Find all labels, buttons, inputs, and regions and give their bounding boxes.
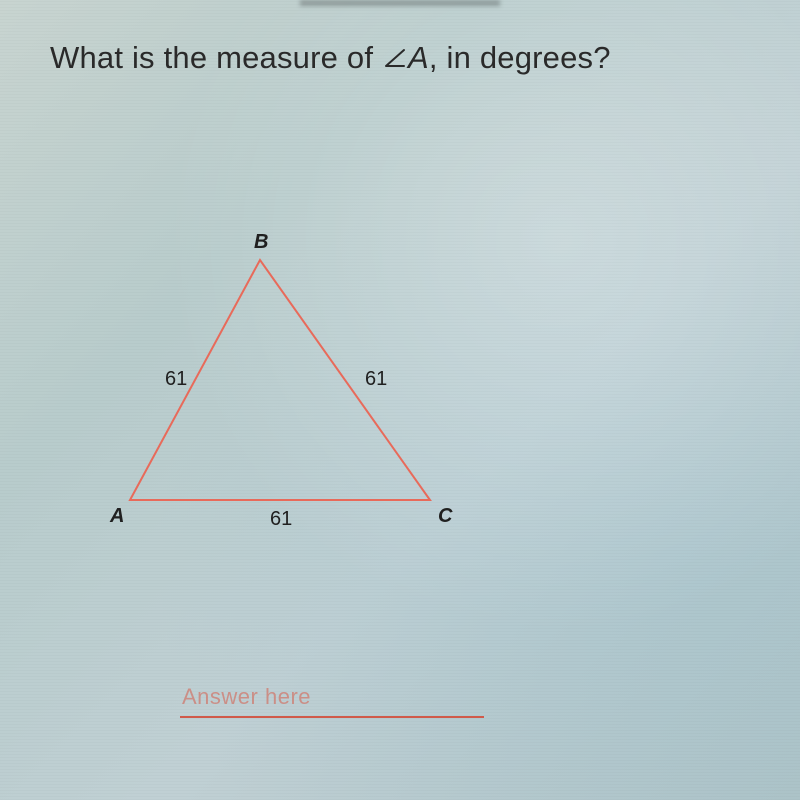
angle-symbol <box>382 46 408 70</box>
answer-input[interactable] <box>180 680 484 718</box>
triangle-figure: A B C 61 61 61 <box>110 230 470 550</box>
question-text: What is the measure of A, in degrees? <box>50 40 611 76</box>
question-suffix: , in degrees? <box>429 40 611 75</box>
answer-field-wrap <box>180 680 480 718</box>
question-prefix: What is the measure of <box>50 40 382 75</box>
vertex-label-c: C <box>438 505 453 527</box>
side-label-ab: 61 <box>165 368 187 390</box>
angle-variable: A <box>408 40 429 75</box>
vertex-label-a: A <box>109 505 124 527</box>
side-label-ac: 61 <box>270 508 292 530</box>
side-label-bc: 61 <box>365 368 387 390</box>
vertex-label-b: B <box>254 231 268 253</box>
top-shadow <box>300 0 500 6</box>
